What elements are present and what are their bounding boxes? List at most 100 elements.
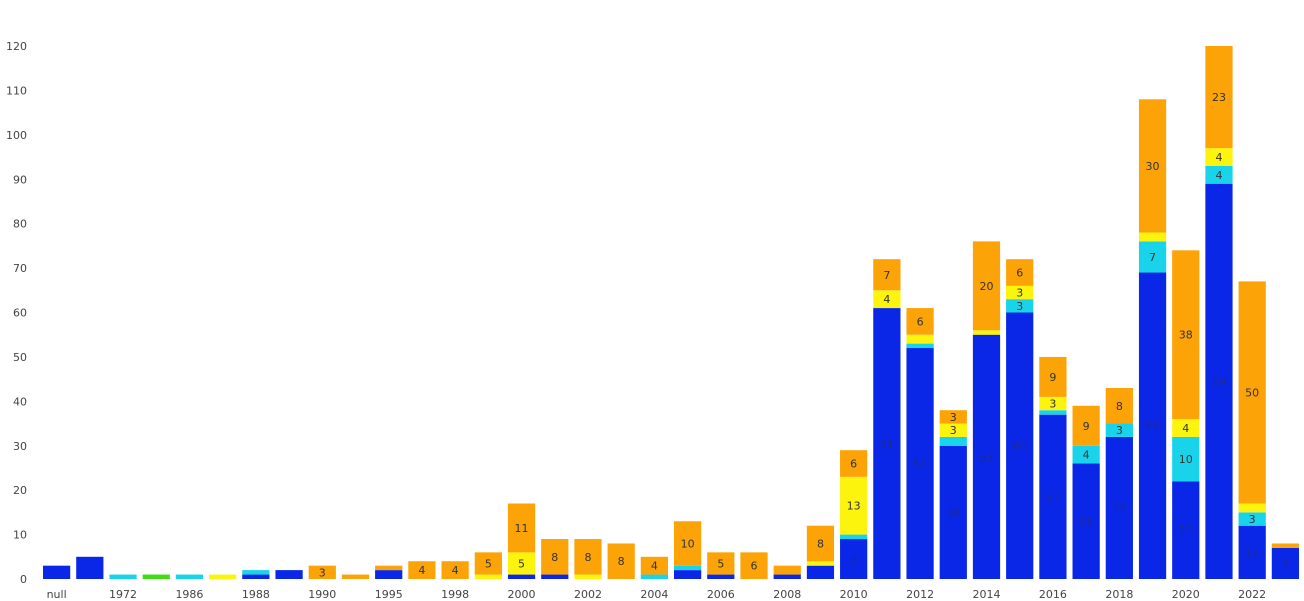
bar-segment[interactable] xyxy=(906,348,934,579)
bar-segment[interactable] xyxy=(1072,445,1100,464)
bar-segment[interactable] xyxy=(840,476,868,535)
bar-segment[interactable] xyxy=(1006,285,1034,300)
bar-segment[interactable] xyxy=(1105,436,1133,579)
bar-segment[interactable] xyxy=(109,574,137,579)
bar-segment[interactable] xyxy=(972,330,1001,335)
bar-segment[interactable] xyxy=(375,565,403,571)
bar-segment[interactable] xyxy=(574,539,602,575)
bar-segment[interactable] xyxy=(707,574,735,579)
bar-segment[interactable] xyxy=(1172,250,1200,420)
data-label: 10 xyxy=(1179,453,1193,466)
bar-segment[interactable] xyxy=(873,290,901,309)
bar-segment[interactable] xyxy=(1172,481,1200,579)
bar-segment[interactable] xyxy=(541,539,569,575)
bar-segment[interactable] xyxy=(1172,436,1200,482)
bar-segment[interactable] xyxy=(673,521,702,566)
bar-segment[interactable] xyxy=(1006,312,1034,580)
bar-segment[interactable] xyxy=(209,574,237,579)
bar-segment[interactable] xyxy=(873,259,901,291)
bar-segment[interactable] xyxy=(1172,419,1200,437)
bar-segment[interactable] xyxy=(175,574,204,579)
bar-segment[interactable] xyxy=(1205,46,1233,149)
bar-segment[interactable] xyxy=(773,574,801,579)
bar-segment[interactable] xyxy=(1205,183,1233,579)
bar-segment[interactable] xyxy=(408,561,436,579)
bar-segment[interactable] xyxy=(939,423,967,437)
bar-segment[interactable] xyxy=(474,552,502,575)
bar-segment[interactable] xyxy=(939,410,967,424)
bar-segment[interactable] xyxy=(1138,99,1167,233)
bar-segment[interactable] xyxy=(1138,232,1167,242)
bar-segment[interactable] xyxy=(873,308,901,579)
bar-segment[interactable] xyxy=(972,241,1001,331)
bar-segment[interactable] xyxy=(1006,259,1034,286)
bar-segment[interactable] xyxy=(242,574,270,579)
bar-segment[interactable] xyxy=(1039,396,1067,411)
data-label: 12 xyxy=(1245,546,1259,559)
bar-segment[interactable] xyxy=(507,503,536,553)
bar-segment[interactable] xyxy=(1039,410,1067,415)
bar-segment[interactable] xyxy=(1138,241,1167,273)
data-label: 61 xyxy=(880,438,894,451)
bar-segment[interactable] xyxy=(1205,165,1233,184)
bar-segment[interactable] xyxy=(1238,281,1266,504)
bar-segment[interactable] xyxy=(773,565,801,575)
bar-segment[interactable] xyxy=(1271,547,1300,579)
bar-segment[interactable] xyxy=(275,570,303,579)
bar-segment[interactable] xyxy=(1105,423,1133,437)
bar-segment[interactable] xyxy=(1072,463,1100,579)
bar-segment[interactable] xyxy=(375,570,403,579)
data-label: 7 xyxy=(1282,557,1289,570)
bar-segment[interactable] xyxy=(972,334,1001,579)
bar-segment[interactable] xyxy=(1105,388,1133,424)
bar-segment[interactable] xyxy=(640,556,669,575)
bar-segment[interactable] xyxy=(308,565,336,579)
x-tick-label: 2008 xyxy=(773,588,801,601)
bar-segment[interactable] xyxy=(1238,503,1266,513)
bar-segment[interactable] xyxy=(939,436,967,446)
bar-segment[interactable] xyxy=(541,574,569,579)
data-label: 22 xyxy=(1179,524,1193,537)
bar-segment[interactable] xyxy=(1006,299,1034,313)
bar-segment[interactable] xyxy=(640,574,669,579)
bar-segment[interactable] xyxy=(840,450,868,477)
bar-segment[interactable] xyxy=(1138,272,1167,579)
bar-segment[interactable] xyxy=(1072,405,1100,446)
bar-segment[interactable] xyxy=(142,574,170,579)
bar-segment[interactable] xyxy=(906,343,934,349)
data-label: 3 xyxy=(950,411,957,424)
bar-segment[interactable] xyxy=(1271,543,1300,548)
bar-segment[interactable] xyxy=(42,565,71,579)
x-tick-label: 2022 xyxy=(1238,588,1266,601)
bar-segment[interactable] xyxy=(673,565,702,571)
bar-segment[interactable] xyxy=(840,539,868,579)
bar-segment[interactable] xyxy=(507,552,536,575)
bar-segment[interactable] xyxy=(474,574,502,579)
bar-segment[interactable] xyxy=(242,570,270,575)
bar-segment[interactable] xyxy=(707,552,735,575)
data-label: 8 xyxy=(817,537,824,550)
bar-segment[interactable] xyxy=(507,574,536,579)
bar-segment[interactable] xyxy=(939,445,967,579)
bar-segment[interactable] xyxy=(441,561,469,579)
bar-segment[interactable] xyxy=(906,308,934,335)
bar-segment[interactable] xyxy=(906,334,934,344)
bar-segment[interactable] xyxy=(76,556,104,579)
bar-segment[interactable] xyxy=(840,534,868,540)
data-label: 8 xyxy=(551,551,558,564)
bar-segment[interactable] xyxy=(1205,148,1233,166)
bar-segment[interactable] xyxy=(740,552,768,579)
bar-segment[interactable] xyxy=(1238,512,1266,526)
x-tick-label: 2006 xyxy=(707,588,735,601)
bar-segment[interactable] xyxy=(341,574,370,579)
bar-segment[interactable] xyxy=(574,574,602,579)
bar-segment[interactable] xyxy=(673,570,702,579)
bar-segment[interactable] xyxy=(806,565,835,579)
bar-segment[interactable] xyxy=(806,561,835,566)
bar-segment[interactable] xyxy=(607,543,635,579)
bar-segment[interactable] xyxy=(806,525,835,562)
bar-segment[interactable] xyxy=(1039,414,1067,579)
bar-segment[interactable] xyxy=(1039,356,1067,397)
bar-segment[interactable] xyxy=(1238,525,1266,579)
